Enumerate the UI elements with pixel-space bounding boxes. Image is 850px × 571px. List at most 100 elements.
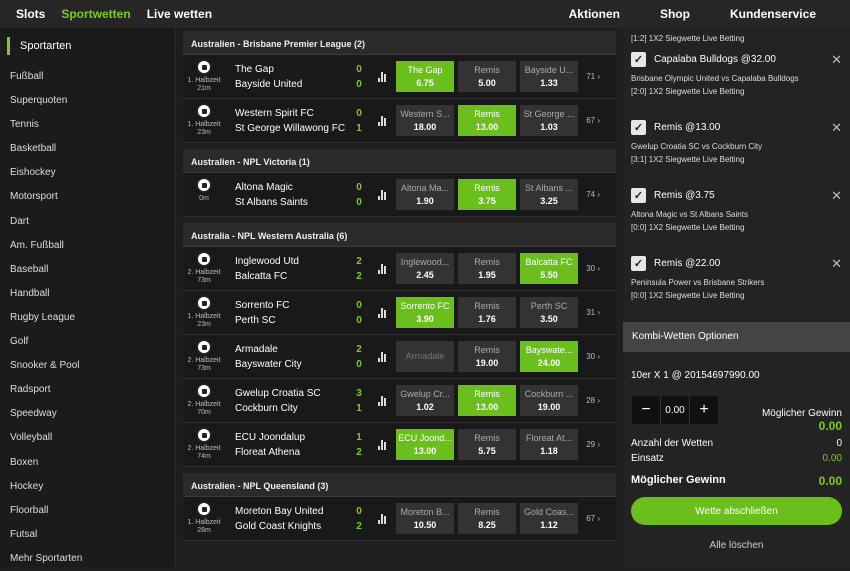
match-row[interactable]: 2. Halbzeit 74m ECU Joondalup Floreat At… [183,423,616,467]
nav-sportwetten[interactable]: Sportwetten [61,7,131,21]
clear-all-button[interactable]: Alle löschen [709,540,764,551]
nav-live-wetten[interactable]: Live wetten [146,7,213,21]
odds-button[interactable]: Bayside U... 1.33 [520,61,578,92]
match-row[interactable]: 1. Halbzeit 23m Western Spirit FC St Geo… [183,99,616,143]
close-icon[interactable]: ✕ [831,52,842,67]
odds-button[interactable]: ECU Joond... 13.00 [396,429,454,460]
stats-icon[interactable] [368,351,396,362]
odds-button[interactable]: Moreton B... 10.50 [396,503,454,534]
odds-button[interactable]: Inglewood... 2.45 [396,253,454,284]
sidebar-item[interactable]: Dart [10,215,29,227]
more-markets-link[interactable]: 31 › [586,308,600,317]
more-markets-link[interactable]: 71 › [586,72,600,81]
odds-button[interactable]: Remis 5.75 [458,429,516,460]
league-header[interactable]: Australien - Brisbane Premier League (2) [183,31,616,55]
more-markets-link[interactable]: 30 › [586,264,600,273]
more-markets-link[interactable]: 67 › [586,514,600,523]
stake-decrease-button[interactable]: − [632,396,660,424]
nav-aktionen[interactable]: Aktionen [568,7,620,21]
stats-icon[interactable] [368,115,396,126]
stats-icon[interactable] [368,263,396,274]
odds-button[interactable]: Gold Coas... 1.12 [520,503,578,534]
sidebar-item[interactable]: Superquoten [10,95,68,107]
match-row[interactable]: 1. Halbzeit 23m Sorrento FC Perth SC 0 0… [183,291,616,335]
sidebar-item[interactable]: Motorsport [10,191,58,203]
checkbox-checked-icon[interactable]: ✓ [631,187,646,203]
match-row[interactable]: 1. Halbzeit 21m The Gap Bayside United 0… [183,55,616,99]
kombi-options-header[interactable]: Kombi-Wetten Optionen [623,322,850,352]
sidebar-item[interactable]: Eishockey [10,167,56,179]
stats-icon[interactable] [368,395,396,406]
more-markets-link[interactable]: 29 › [586,440,600,449]
sidebar-item[interactable]: Am. Fußball [10,239,64,251]
more-markets-link[interactable]: 67 › [586,116,600,125]
sidebar-item[interactable]: Snooker & Pool [10,360,80,372]
match-row[interactable]: 2. Halbzeit 73m Inglewood Utd Balcatta F… [183,247,616,291]
sidebar-item[interactable]: Golf [10,336,29,348]
odds-button[interactable]: Remis 19.00 [458,341,516,372]
stake-increase-button[interactable]: + [690,396,718,424]
more-markets-link[interactable]: 74 › [586,190,600,199]
sidebar-item[interactable]: Boxen [10,456,39,468]
sidebar-item[interactable]: Speedway [10,408,57,420]
sidebar-item[interactable]: Basketball [10,143,57,155]
sidebar-item[interactable]: Futsal [10,528,38,540]
match-row[interactable]: 1. Halbzeit 28m Moreton Bay United Gold … [183,497,616,541]
league-header[interactable]: Australien - NPL Queensland (3) [183,473,616,497]
checkbox-checked-icon[interactable]: ✓ [631,51,646,67]
odds-button[interactable]: St Albans ... 3.25 [520,179,578,210]
close-icon[interactable]: ✕ [831,120,842,135]
sidebar-item[interactable]: Mehr Sportarten [10,552,83,564]
odds-button[interactable]: The Gap 6.75 [396,61,454,92]
match-row[interactable]: 2. Halbzeit 73m Armadale Bayswater City … [183,335,616,379]
checkbox-checked-icon[interactable]: ✓ [631,119,646,135]
league-header[interactable]: Australien - NPL Victoria (1) [183,149,616,173]
sidebar-item[interactable]: Floorball [10,504,49,516]
odds-button[interactable]: Remis 3.75 [458,179,516,210]
stats-icon[interactable] [368,307,396,318]
nav-slots[interactable]: Slots [16,7,46,21]
odds-button[interactable]: Remis 8.25 [458,503,516,534]
odds-button[interactable]: Armadale [396,341,454,372]
sidebar-item[interactable]: Hockey [10,480,44,492]
checkbox-checked-icon[interactable]: ✓ [631,255,646,271]
top-navigation: Slots Sportwetten Live wetten Aktionen S… [0,0,850,28]
sidebar-item[interactable]: Rugby League [10,311,76,323]
odds-button[interactable]: St George ... 1.03 [520,105,578,136]
odds-button[interactable]: Sorrento FC 3.90 [396,297,454,328]
odds-button[interactable]: Cockburn ... 19.00 [520,385,578,416]
odds-button[interactable]: Floreat At... 1.18 [520,429,578,460]
odds-button[interactable]: Remis 13.00 [458,385,516,416]
sidebar-item[interactable]: Fußball [10,71,44,82]
sidebar-item[interactable]: Baseball [10,263,49,275]
odds-button[interactable]: Remis 1.95 [458,253,516,284]
odds-button[interactable]: Remis 13.00 [458,105,516,136]
match-row[interactable]: 0m Altona Magic St Albans Saints 0 0 Alt… [183,173,616,217]
odds-button[interactable]: Altona Ma... 1.90 [396,179,454,210]
league-header[interactable]: Australia - NPL Western Australia (6) [183,223,616,247]
odds-button[interactable]: Remis 1.76 [458,297,516,328]
stats-icon[interactable] [368,189,396,200]
sidebar-item[interactable]: Tennis [10,119,39,131]
odds-button[interactable]: Perth SC 3.50 [520,297,578,328]
stake-input[interactable]: 0.00 [660,396,690,424]
odds-button[interactable]: Gwelup Cr... 1.02 [396,385,454,416]
more-markets-link[interactable]: 28 › [586,396,600,405]
stats-icon[interactable] [368,439,396,450]
close-icon[interactable]: ✕ [831,256,842,271]
sidebar-item[interactable]: Handball [10,287,50,299]
odds-button[interactable]: Remis 5.00 [458,61,516,92]
place-bet-button[interactable]: Wette abschließen [631,497,842,525]
sidebar-item[interactable]: Volleyball [10,432,53,444]
nav-kundenservice[interactable]: Kundenservice [729,7,816,21]
match-row[interactable]: 2. Halbzeit 70m Gwelup Croatia SC Cockbu… [183,379,616,423]
odds-button[interactable]: Western S... 18.00 [396,105,454,136]
odds-button[interactable]: Bayswate... 24.00 [520,341,578,372]
more-markets-link[interactable]: 30 › [586,352,600,361]
nav-shop[interactable]: Shop [659,7,690,21]
sidebar-item[interactable]: Radsport [10,384,51,396]
stats-icon[interactable] [368,513,396,524]
close-icon[interactable]: ✕ [831,188,842,203]
odds-button[interactable]: Balcatta FC 5.50 [520,253,578,284]
stats-icon[interactable] [368,71,396,82]
